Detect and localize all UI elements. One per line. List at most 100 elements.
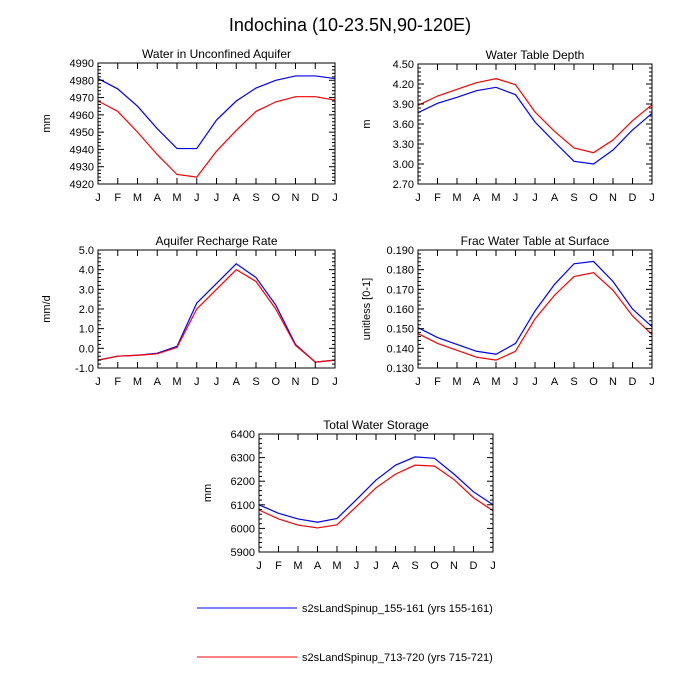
y-tick-label: 5.0: [79, 245, 94, 257]
panel-title: Total Water Storage: [323, 418, 429, 432]
x-tick-label: D: [311, 376, 319, 388]
x-tick-label: A: [314, 560, 322, 572]
x-tick-label: J: [490, 560, 496, 572]
x-tick-label: J: [214, 376, 220, 388]
series-line-red: [417, 271, 653, 361]
y-tick-label: 4.20: [393, 79, 414, 91]
x-tick-label: J: [513, 376, 519, 388]
y-tick-label: 4990: [70, 58, 94, 70]
plot-frame: [97, 62, 336, 185]
y-tick-label: 3.60: [393, 119, 414, 131]
y-tick-label: 4920: [70, 179, 94, 191]
x-tick-label: O: [430, 560, 439, 572]
x-tick-label: F: [275, 560, 282, 572]
series-line-red: [258, 464, 494, 529]
x-tick-label: N: [292, 376, 300, 388]
y-tick-label: 0.170: [386, 284, 414, 296]
x-tick-label: M: [172, 376, 181, 388]
y-tick-label: 4940: [70, 144, 94, 156]
x-tick-label: A: [233, 376, 241, 388]
x-tick-label: J: [194, 376, 200, 388]
x-tick-label: S: [411, 560, 418, 572]
y-tick-label: 5900: [231, 547, 255, 559]
y-tick-label: 6400: [231, 429, 255, 441]
y-tick-label: 1.0: [79, 324, 94, 336]
x-tick-label: D: [470, 560, 478, 572]
y-tick-label: -1.0: [75, 363, 94, 375]
series-line-red: [417, 78, 653, 154]
y-tick-label: 0.130: [386, 363, 414, 375]
series-line-blue: [417, 260, 653, 355]
series-line-blue: [97, 75, 336, 150]
x-tick-label: J: [332, 192, 338, 204]
x-tick-label: A: [233, 192, 241, 204]
x-tick-label: F: [434, 192, 441, 204]
x-tick-label: S: [570, 192, 577, 204]
x-tick-label: N: [609, 192, 617, 204]
y-tick-label: 4960: [70, 110, 94, 122]
y-tick-label: 0.190: [386, 245, 414, 257]
x-tick-label: J: [649, 192, 655, 204]
x-tick-label: J: [95, 192, 101, 204]
x-tick-label: J: [415, 376, 421, 388]
x-tick-label: A: [551, 192, 559, 204]
x-tick-label: F: [114, 192, 121, 204]
y-axis-label: mm/d: [41, 295, 53, 323]
x-tick-label: J: [532, 376, 538, 388]
y-tick-label: 4.50: [393, 59, 414, 71]
y-tick-label: 0.180: [386, 265, 414, 277]
y-tick-label: 0.0: [79, 343, 94, 355]
x-tick-label: J: [332, 376, 338, 388]
y-tick-label: 6100: [231, 500, 255, 512]
y-tick-label: 6200: [231, 476, 255, 488]
panel-title: Water Table Depth: [486, 48, 585, 62]
y-tick-label: 2.0: [79, 304, 94, 316]
y-axis-label: mm: [41, 114, 53, 132]
x-tick-label: J: [354, 560, 360, 572]
x-tick-label: O: [271, 376, 280, 388]
x-tick-label: A: [473, 376, 481, 388]
y-tick-label: 0.150: [386, 324, 414, 336]
x-tick-label: S: [252, 192, 259, 204]
x-tick-label: A: [551, 376, 559, 388]
x-tick-label: F: [114, 376, 121, 388]
x-tick-label: O: [271, 192, 280, 204]
plot-frame: [417, 249, 653, 369]
plot-frame: [258, 433, 494, 553]
y-tick-label: 4930: [70, 162, 94, 174]
x-tick-label: O: [589, 376, 598, 388]
y-tick-label: 3.30: [393, 139, 414, 151]
x-tick-label: J: [532, 192, 538, 204]
panel-title: Frac Water Table at Surface: [461, 234, 610, 248]
y-tick-label: 3.00: [393, 159, 414, 171]
plot-frame: [417, 63, 653, 185]
series-line-blue: [417, 86, 653, 165]
series-line-red: [97, 268, 336, 363]
series-line-blue: [258, 456, 494, 523]
x-tick-label: D: [311, 192, 319, 204]
x-tick-label: M: [452, 192, 461, 204]
x-tick-label: J: [649, 376, 655, 388]
plot-frame: [97, 249, 336, 369]
y-tick-label: 2.70: [393, 179, 414, 191]
panel-title: Water in Unconfined Aquifer: [142, 47, 291, 61]
y-axis-label: mm: [202, 484, 214, 502]
x-tick-label: A: [154, 192, 162, 204]
y-axis-label: unitless [0-1]: [361, 278, 373, 340]
figure-title: Indochina (10-23.5N,90-120E): [229, 15, 471, 35]
legend-label-blue: s2sLandSpinup_155-161 (yrs 155-161): [302, 603, 493, 615]
series-line-blue: [97, 262, 336, 363]
x-tick-label: A: [473, 192, 481, 204]
y-tick-label: 4980: [70, 75, 94, 87]
x-tick-label: J: [513, 192, 519, 204]
y-tick-label: 3.90: [393, 99, 414, 111]
y-tick-label: 6000: [231, 523, 255, 535]
panel-title: Aquifer Recharge Rate: [155, 234, 277, 248]
x-tick-label: N: [609, 376, 617, 388]
x-tick-label: M: [491, 192, 500, 204]
y-tick-label: 0.160: [386, 304, 414, 316]
x-tick-label: J: [256, 560, 262, 572]
